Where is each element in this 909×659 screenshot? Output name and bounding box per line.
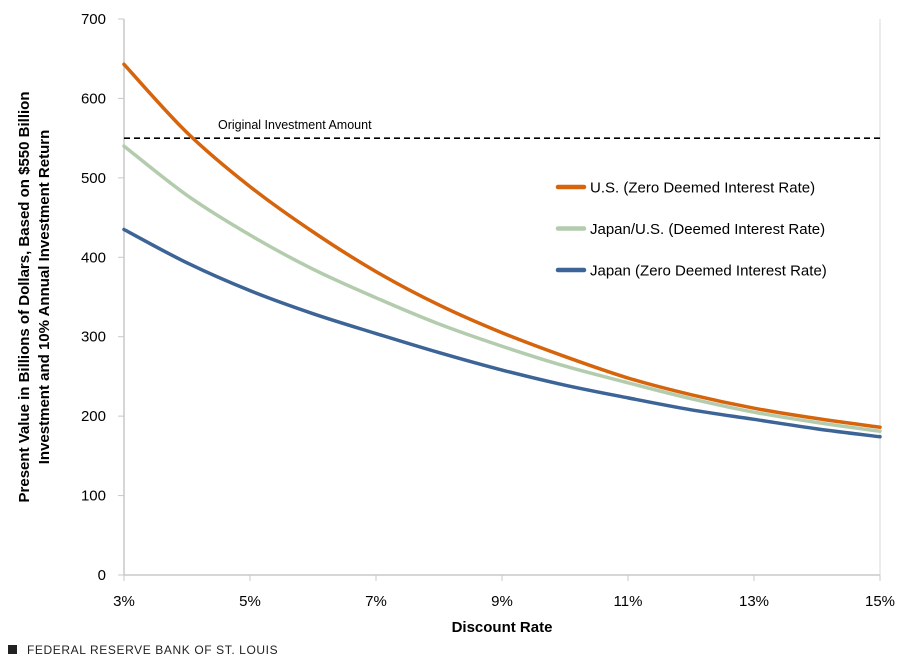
footer-source: FEDERAL RESERVE BANK OF ST. LOUIS (27, 643, 278, 657)
x-tick-label: 15% (865, 593, 895, 610)
y-tick-label: 700 (81, 11, 106, 28)
legend-label: U.S. (Zero Deemed Interest Rate) (590, 180, 815, 197)
x-tick-label: 3% (113, 593, 135, 610)
y-tick-label: 0 (98, 567, 106, 584)
y-tick-label: 100 (81, 488, 106, 505)
reference-line-label: Original Investment Amount (218, 118, 372, 132)
legend-label: Japan/U.S. (Deemed Interest Rate) (590, 221, 825, 238)
x-tick-label: 7% (365, 593, 387, 610)
x-axis-title: Discount Rate (452, 619, 553, 636)
footer-logo-square (8, 645, 17, 654)
reference-line-group: Original Investment Amount (124, 118, 880, 139)
series-group (122, 62, 882, 439)
y-tick-label: 400 (81, 249, 106, 266)
series-line-2 (122, 227, 882, 439)
y-axis: 0 100 200 300 400 500 600 700 (81, 11, 125, 584)
y-tick-label: 500 (81, 170, 106, 187)
x-tick-label: 11% (614, 593, 643, 610)
y-tick-label: 600 (81, 90, 106, 107)
x-axis: 3% 5% 7% 9% 11% 13% 15% (113, 19, 895, 610)
y-tick-label: 200 (81, 408, 106, 425)
series-line-0 (122, 62, 882, 430)
y-tick-label: 300 (81, 329, 106, 346)
x-tick-label: 13% (739, 593, 769, 610)
series-line-1 (122, 144, 882, 433)
legend: U.S. (Zero Deemed Interest Rate) Japan/U.… (555, 180, 827, 280)
x-tick-label: 5% (239, 593, 261, 610)
y-axis-title-line-2: Investment and 10% Annual Investment Ret… (36, 130, 53, 465)
legend-label: Japan (Zero Deemed Interest Rate) (590, 263, 827, 280)
x-tick-label: 9% (491, 593, 513, 610)
y-axis-title-line-1: Present Value in Billions of Dollars, Ba… (16, 92, 33, 503)
